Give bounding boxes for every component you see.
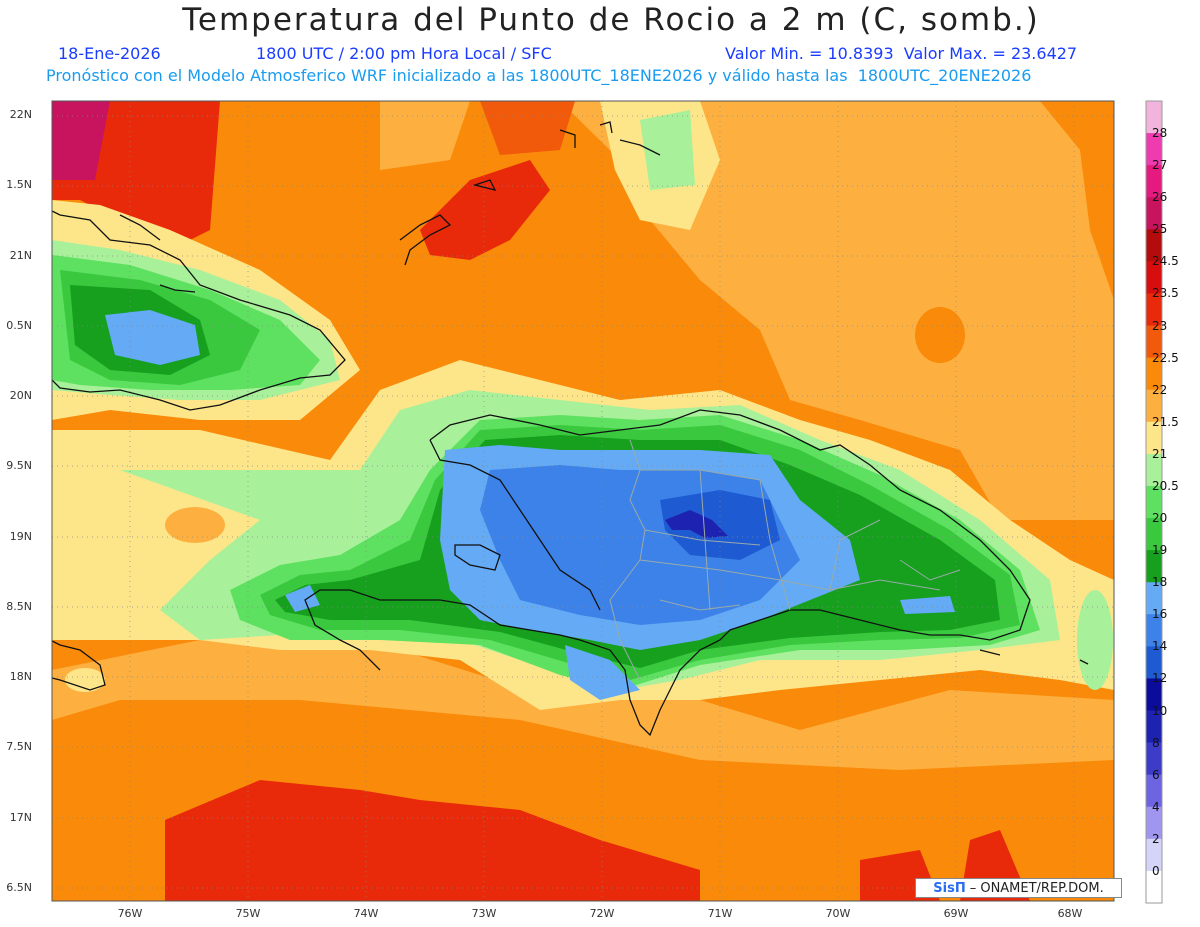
colorbar-swatch	[1146, 485, 1162, 519]
colorbar-label: 23	[1152, 318, 1168, 333]
lat-label: 19N	[9, 530, 32, 543]
colorbar-label: 21	[1152, 446, 1168, 461]
lat-label: 6.5N	[6, 881, 32, 894]
lat-label: 9.5N	[6, 459, 32, 472]
credit-box: SisΠ – ONAMET/REP.DOM.	[915, 878, 1122, 898]
colorbar-label: 20	[1152, 511, 1168, 526]
colorbar-swatch	[1146, 421, 1162, 455]
colorbar-swatch	[1146, 518, 1162, 551]
lon-label: 70W	[825, 907, 851, 920]
colorbar-label: 10	[1152, 703, 1168, 718]
model-info-line: Pronóstico con el Modelo Atmosferico WRF…	[46, 66, 1032, 85]
colorbar-label: 22	[1152, 382, 1168, 397]
colorbar-label: 19	[1152, 543, 1168, 558]
colorbar-swatch	[1146, 197, 1162, 230]
lat-label: 0.5N	[6, 319, 32, 332]
lat-label: 8.5N	[6, 600, 32, 613]
colorbar-swatch	[1146, 710, 1162, 744]
colorbar-swatch	[1146, 742, 1162, 776]
colorbar-label: 12	[1152, 671, 1168, 686]
colorbar-label: 20.5	[1152, 478, 1179, 493]
colorbar-label: 4	[1152, 799, 1160, 814]
colorbar-swatch	[1146, 838, 1162, 872]
colorbar-label: 25	[1152, 222, 1168, 237]
colorbar-frame	[1145, 100, 1163, 904]
colorbar-label: 22.5	[1152, 350, 1179, 365]
lon-label: 71W	[707, 907, 733, 920]
colorbar-label: 27	[1152, 158, 1168, 173]
colorbar-swatch	[1146, 165, 1162, 198]
lon-label: 73W	[471, 907, 497, 920]
lat-label: 22N	[9, 108, 32, 121]
colorbar-label: 24.5	[1152, 254, 1179, 269]
colorbar-swatch	[1146, 357, 1162, 391]
plot-frame	[51, 100, 1115, 902]
colorbar-swatch	[1146, 133, 1162, 166]
date-label: 18-Ene-2026	[58, 44, 161, 63]
lon-label: 68W	[1057, 907, 1083, 920]
lon-label: 74W	[353, 907, 379, 920]
lat-label: 17N	[9, 811, 32, 824]
lat-label: 21N	[9, 249, 32, 262]
lon-label: 76W	[117, 907, 143, 920]
colorbar-swatch	[1146, 229, 1162, 262]
colorbar-swatch	[1146, 582, 1162, 615]
time-label: 1800 UTC / 2:00 pm Hora Local / SFC	[256, 44, 552, 63]
dewpoint-shading	[52, 101, 1114, 901]
minmax-label: Valor Min. = 10.8393 Valor Max. = 23.642…	[725, 44, 1078, 63]
colorbar-label: 28	[1152, 126, 1168, 141]
colorbar-label: 23.5	[1152, 286, 1179, 301]
colorbar-swatch	[1146, 261, 1162, 294]
colorbar-label: 6	[1152, 767, 1160, 782]
colorbar-label: 16	[1152, 607, 1168, 622]
colorbar-swatch	[1146, 870, 1162, 904]
sispi-logo: SisΠ	[933, 880, 966, 896]
lat-label: 18N	[9, 670, 32, 683]
colorbar-swatch	[1146, 453, 1162, 487]
credit-text: – ONAMET/REP.DOM.	[969, 880, 1104, 896]
colorbar-label: 8	[1152, 735, 1160, 750]
colorbar-swatch	[1146, 101, 1162, 134]
colorbar-label: 0	[1152, 863, 1160, 878]
lon-label: 72W	[589, 907, 615, 920]
colorbar-swatch	[1146, 806, 1162, 840]
lon-label: 69W	[943, 907, 969, 920]
colorbar-swatch	[1146, 646, 1162, 679]
colorbar-swatch	[1146, 550, 1162, 583]
colorbar-label: 14	[1152, 639, 1168, 654]
colorbar-swatch	[1146, 325, 1162, 359]
province-borders	[609, 439, 961, 681]
lat-label: 7.5N	[6, 740, 32, 753]
map-title: Temperatura del Punto de Rocio a 2 m (C,…	[182, 2, 1040, 38]
lat-label: 1.5N	[6, 178, 32, 191]
colorbar-swatch	[1146, 293, 1162, 327]
colorbar-label: 21.5	[1152, 414, 1179, 429]
lon-label: 75W	[235, 907, 261, 920]
colorbar-swatch	[1146, 678, 1162, 712]
colorbar-label: 26	[1152, 190, 1168, 205]
lat-label: 20N	[9, 389, 32, 402]
colorbar-swatch	[1146, 614, 1162, 647]
colorbar-label: 2	[1152, 831, 1160, 846]
colorbar-swatch	[1146, 774, 1162, 808]
colorbar-swatch	[1146, 389, 1162, 423]
colorbar-label: 18	[1152, 575, 1168, 590]
colorbar	[1145, 100, 1163, 904]
coastlines	[52, 121, 1089, 737]
